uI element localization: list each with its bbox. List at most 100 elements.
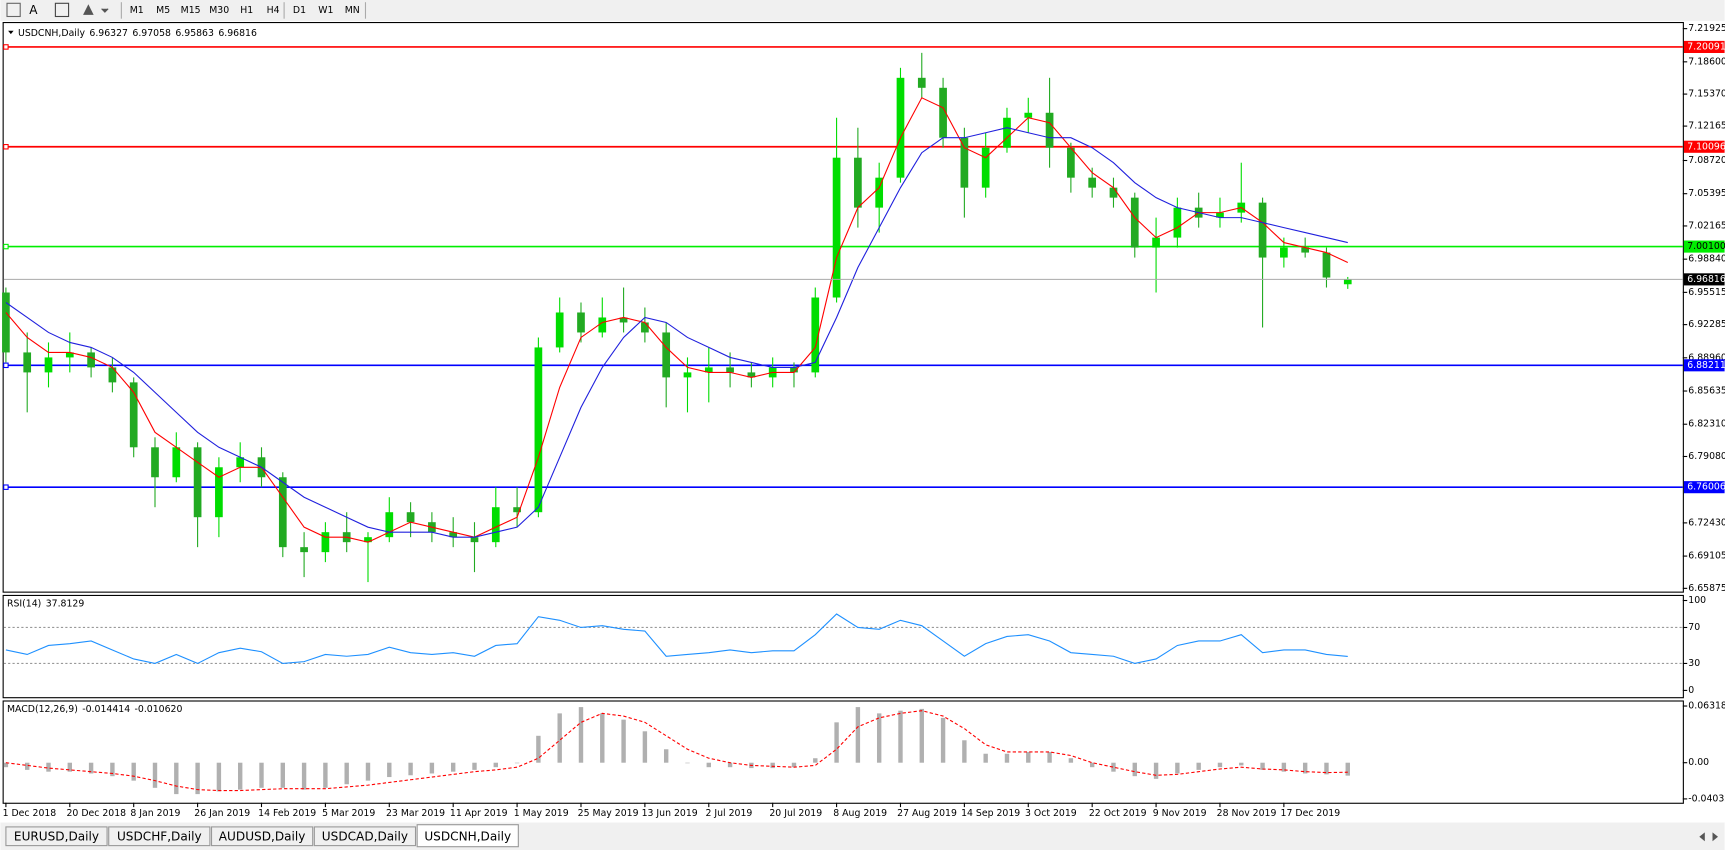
histogram-bar (1111, 762, 1116, 772)
candle-body (1280, 247, 1288, 258)
histogram-bar (1196, 762, 1201, 770)
candle-body (108, 367, 117, 383)
candle-body (1003, 117, 1011, 148)
timeframe-button[interactable]: MN (345, 5, 360, 16)
header-value: 6.97058 (132, 27, 171, 38)
histogram-bar (898, 710, 903, 763)
timeframe-button[interactable]: M5 (156, 5, 170, 16)
candle-body (1024, 112, 1033, 118)
tab[interactable] (313, 826, 417, 847)
timeframe-button[interactable]: M1 (130, 5, 144, 16)
y-tick-label: 7.02165 (1688, 220, 1725, 231)
histogram-bar (429, 762, 435, 774)
histogram-bar (67, 762, 72, 772)
indicator-name: MACD(12,26,9) (7, 704, 78, 715)
x-tick-label: 2 Jul 2019 (705, 808, 752, 819)
histogram-bar (1153, 762, 1159, 779)
y-tick-label: 7.05395 (1688, 188, 1725, 199)
histogram-bar (685, 762, 690, 764)
header-value: 6.95863 (175, 27, 214, 38)
indicator-header: RSI(14) 37.8129 (7, 598, 84, 609)
candle-body (151, 447, 159, 478)
x-tick-label: 17 Dec 2019 (1281, 808, 1341, 819)
candle-body (875, 177, 884, 208)
price-label-box (1683, 359, 1725, 372)
candle-body (193, 447, 202, 518)
tab-label[interactable]: AUDUSD,Daily (219, 829, 306, 843)
tab-label[interactable]: USDCNH,Daily (424, 829, 511, 843)
y-tick-label: 6.98840 (1688, 254, 1725, 265)
tab-label[interactable]: USDCHF,Daily (117, 829, 202, 843)
y-tick-label: 6.88960 (1688, 352, 1725, 363)
shapes-tool[interactable] (83, 4, 109, 15)
candle-body (321, 532, 330, 553)
candle-body (1216, 212, 1224, 218)
timeframe-button[interactable]: W1 (318, 5, 333, 16)
candle-body (300, 547, 308, 553)
timeframe-button[interactable]: M30 (209, 5, 229, 16)
candle-body (129, 382, 138, 448)
x-tick-label: 1 Dec 2018 (3, 808, 57, 819)
price-label-box (1683, 40, 1725, 53)
x-tick-label: 26 Jan 2019 (194, 808, 250, 819)
histogram-bar (578, 707, 584, 763)
histogram-bar (834, 722, 839, 763)
tab[interactable] (108, 826, 211, 847)
tab[interactable] (210, 826, 314, 847)
candle-body (534, 347, 543, 513)
timeframe-button[interactable]: M15 (181, 5, 201, 16)
tab-label[interactable]: EURUSD,Daily (14, 829, 99, 843)
histogram-bar (1302, 762, 1308, 774)
histogram-bar (110, 762, 115, 777)
y-tick-label: 0 (1688, 685, 1694, 696)
header-value: USDCNH,Daily (18, 27, 85, 38)
tab[interactable] (5, 826, 108, 847)
price-label-box (1683, 140, 1725, 153)
price-label: 6.76006 (1687, 482, 1725, 493)
candle-body (278, 477, 287, 548)
candle-body (598, 317, 607, 333)
x-tick-label: 8 Jan 2019 (130, 808, 180, 819)
price-label: 7.10096 (1687, 141, 1725, 152)
price-label-box (1683, 240, 1725, 253)
rsi-panel (2, 594, 1684, 699)
moving-average (5, 127, 1348, 538)
price-label-box (1683, 481, 1725, 494)
scroll-left[interactable] (1699, 832, 1705, 842)
candle-body (1088, 177, 1097, 188)
tab-label[interactable]: USDCAD,Daily (322, 829, 408, 843)
histogram-bar (1004, 753, 1010, 763)
timeframe-button[interactable]: D1 (293, 5, 306, 16)
histogram-bar (813, 758, 818, 763)
y-tick-label: 6.95515 (1688, 287, 1725, 298)
histogram-bar (493, 762, 498, 768)
timeframe-button[interactable]: H4 (267, 5, 280, 16)
y-tick-label: 7.15370 (1688, 89, 1725, 100)
y-tick-label: 0.00 (1688, 757, 1709, 768)
histogram-bar (323, 762, 328, 788)
text-tool[interactable]: A (29, 3, 38, 17)
candle-body (555, 312, 564, 348)
candle-body (1322, 252, 1331, 278)
candle-body (1343, 279, 1352, 285)
histogram-bar (344, 762, 349, 785)
cursor-tool[interactable] (6, 2, 21, 18)
histogram-bar (791, 762, 797, 768)
histogram-bar (600, 713, 605, 763)
candle-body (2, 292, 10, 353)
scroll-right[interactable] (1712, 832, 1718, 842)
header-value: 6.96327 (89, 27, 128, 38)
timeframe-button[interactable]: H1 (240, 5, 253, 16)
candle-body (854, 157, 862, 208)
tab[interactable] (416, 824, 519, 848)
candle-body (87, 352, 95, 368)
candle-body (1067, 147, 1075, 178)
collapse-icon (8, 30, 14, 35)
y-tick-label: 6.72430 (1688, 517, 1725, 528)
label-tool[interactable] (54, 2, 70, 18)
histogram-bar (621, 719, 626, 763)
candle-body (1258, 202, 1267, 258)
candle-body (406, 512, 415, 523)
